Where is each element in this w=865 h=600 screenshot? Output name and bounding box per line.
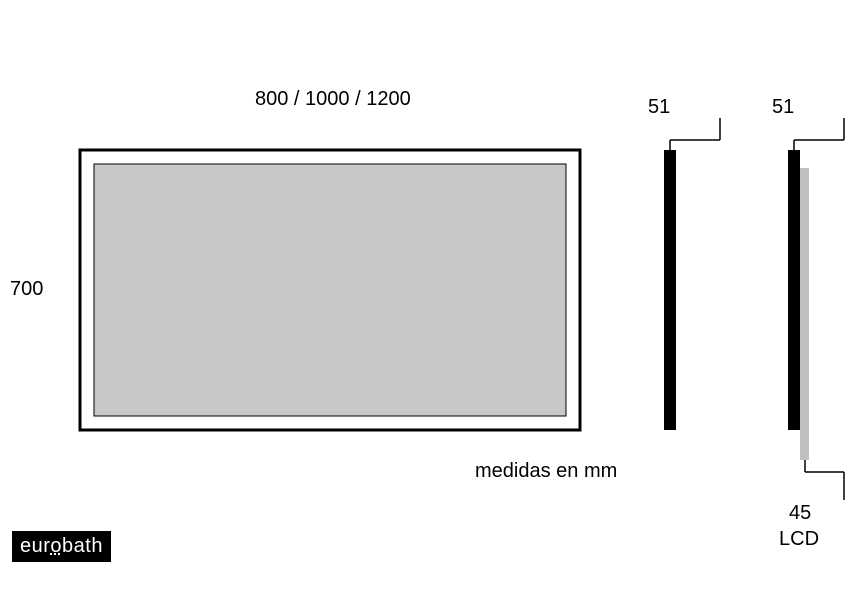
side-profile-1 bbox=[664, 150, 676, 430]
profile2-dim-label-top: 51 bbox=[772, 96, 794, 119]
side-profile-2-lcd bbox=[800, 168, 809, 460]
profile2-dim-name-bottom: LCD bbox=[779, 528, 819, 551]
eurobath-logo: eurobath bbox=[12, 531, 111, 562]
drawing-canvas bbox=[0, 0, 865, 600]
width-label: 800 / 1000 / 1200 bbox=[255, 88, 411, 111]
logo-text-mid: o bbox=[50, 535, 62, 558]
mirror-surface bbox=[94, 164, 566, 416]
logo-text-suffix: bath bbox=[62, 535, 103, 557]
leader-profile2-bottom bbox=[805, 460, 844, 500]
side-profile-2-frame bbox=[788, 150, 800, 430]
leader-profile1-top bbox=[670, 118, 720, 150]
profile2-dim-value-bottom: 45 bbox=[789, 502, 811, 525]
logo-text-prefix: eur bbox=[20, 535, 50, 557]
profile1-dim-label: 51 bbox=[648, 96, 670, 119]
height-label: 700 bbox=[10, 278, 43, 301]
leader-profile2-top bbox=[794, 118, 844, 150]
units-note: medidas en mm bbox=[475, 460, 617, 483]
